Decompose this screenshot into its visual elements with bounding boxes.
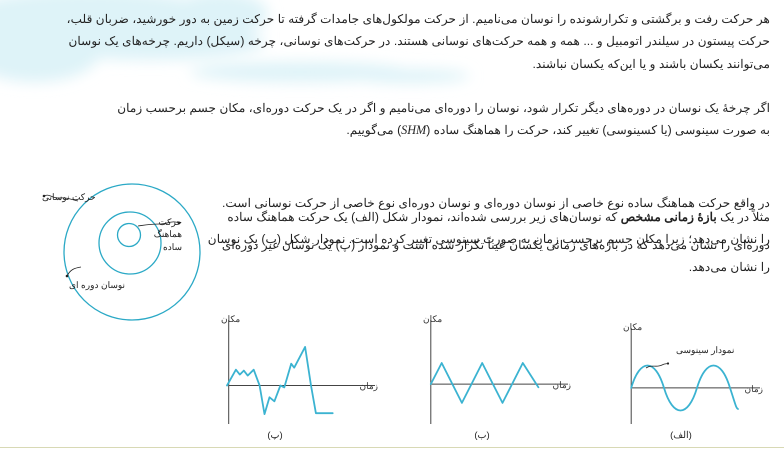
- svg-text:مکان: مکان: [423, 314, 442, 324]
- svg-text:نمودار سینوسی: نمودار سینوسی: [676, 345, 734, 356]
- svg-text:(الف): (الف): [670, 430, 692, 440]
- svg-text:مکان: مکان: [623, 322, 642, 332]
- svg-text:(ب): (ب): [474, 430, 489, 440]
- svg-text:زمان: زمان: [359, 381, 378, 392]
- svg-text:(پ): (پ): [267, 430, 282, 440]
- svg-text:زمان: زمان: [744, 384, 763, 395]
- svg-text:مکان: مکان: [221, 314, 240, 324]
- svg-text:زمان: زمان: [552, 380, 571, 391]
- svg-text:حرکت: حرکت: [158, 217, 182, 228]
- svg-text:نوسان دوره ای: نوسان دوره ای: [69, 280, 125, 291]
